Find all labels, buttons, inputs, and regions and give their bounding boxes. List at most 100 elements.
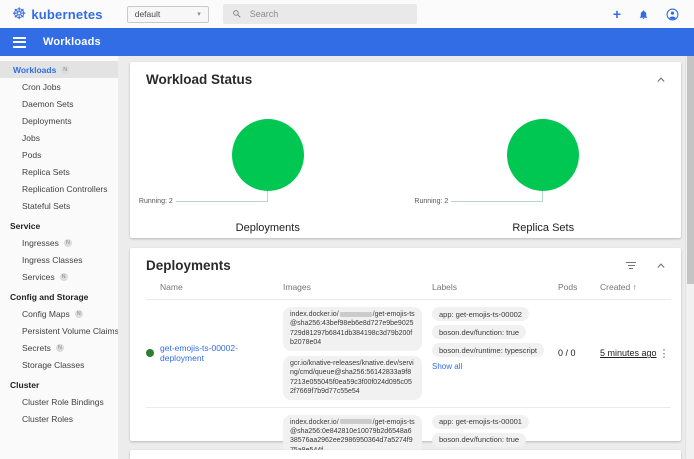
- column-header-created[interactable]: Created ↑: [600, 282, 637, 292]
- legend-callout-line: [451, 191, 544, 202]
- label-chip: app: get-emojis-ts-00002: [432, 307, 529, 321]
- sidebar-item-services[interactable]: Services N: [0, 268, 118, 285]
- workload-status-card: Workload Status Running: 2 Deployments: [130, 62, 681, 238]
- sidebar-item-deployments[interactable]: Deployments: [0, 112, 118, 129]
- sidebar-item-secrets[interactable]: Secrets N: [0, 339, 118, 356]
- sidebar-item-label: Persistent Volume Claims: [22, 325, 119, 336]
- search-input[interactable]: Search: [222, 4, 417, 24]
- label-chip: boson.dev/function: true: [432, 432, 527, 447]
- sidebar-item-cluster-role-bindings[interactable]: Cluster Role Bindings: [0, 393, 118, 410]
- top-actions: +: [613, 7, 679, 21]
- page-title: Workloads: [43, 36, 101, 48]
- sidebar-item-cron-jobs[interactable]: Cron Jobs: [0, 78, 118, 95]
- image-chip: index.docker.io//get-emojis-ts@sha256:43…: [283, 307, 422, 351]
- kubernetes-logo[interactable]: ☸ kubernetes: [12, 6, 103, 22]
- vertical-scrollbar[interactable]: [685, 56, 694, 459]
- pie-legend: Running: 2: [414, 198, 449, 205]
- row-overflow-menu-icon[interactable]: ⋮: [658, 347, 670, 360]
- table-header-row: Name Images Labels Pods Created ↑: [146, 275, 671, 299]
- created-timestamp: 5 minutes ago: [600, 348, 657, 359]
- table-row: get-emojis-ts-00002-deployment index.doc…: [146, 299, 671, 407]
- create-resource-button[interactable]: +: [612, 6, 621, 22]
- sidebar-item-label: Ingress Classes: [22, 254, 83, 265]
- sidebar-item-label: Pods: [22, 149, 42, 160]
- workload-status-title: Workload Status: [146, 72, 253, 87]
- sidebar-item-label: Stateful Sets: [22, 200, 71, 211]
- sidebar-item-label: Replication Controllers: [22, 183, 108, 194]
- column-header-pods[interactable]: Pods: [558, 282, 578, 292]
- sidebar-item-replica-sets[interactable]: Replica Sets: [0, 163, 118, 180]
- column-header-name[interactable]: Name: [160, 282, 183, 292]
- sidebar-item-ingresses[interactable]: Ingresses N: [0, 234, 118, 251]
- sidebar-nav: Workloads N Cron Jobs Daemon Sets Deploy…: [0, 56, 128, 459]
- sidebar-item-label: Storage Classes: [22, 359, 85, 370]
- user-profile-icon[interactable]: [666, 8, 679, 21]
- sidebar-item-config-maps[interactable]: Config Maps N: [0, 305, 118, 322]
- deployment-name-link[interactable]: get-emojis-ts-00002-deployment: [160, 343, 238, 364]
- sidebar-item-label: Cron Jobs: [22, 81, 61, 92]
- namespaced-badge: N: [55, 343, 64, 352]
- sidebar-item-daemon-sets[interactable]: Daemon Sets: [0, 95, 118, 112]
- sidebar-item-label: Cluster Role Bindings: [22, 396, 104, 407]
- notifications-bell-icon[interactable]: [638, 9, 649, 20]
- sidebar-item-stateful-sets[interactable]: Stateful Sets: [0, 197, 118, 214]
- show-all-link[interactable]: Show all: [432, 362, 463, 371]
- menu-hamburger-icon[interactable]: [13, 36, 26, 48]
- sidebar-item-pods[interactable]: Pods: [0, 146, 118, 163]
- column-header-labels[interactable]: Labels: [432, 282, 458, 292]
- namespaced-badge: N: [63, 238, 72, 247]
- sidebar-item-workloads[interactable]: Workloads N: [0, 61, 118, 78]
- sidebar-item-label: Replica Sets: [22, 166, 70, 177]
- search-placeholder: Search: [249, 9, 279, 19]
- workload-status-charts: Running: 2 Deployments Running: 2 Replic…: [130, 111, 681, 234]
- sidebar-item-label: Deployments: [22, 115, 72, 126]
- namespace-value: default: [134, 9, 161, 19]
- pie-chart-title: Replica Sets: [512, 222, 575, 234]
- label-chip: app: get-emojis-ts-00001: [432, 414, 529, 429]
- redacted-text: [339, 419, 372, 425]
- sidebar-item-label: Ingresses: [22, 237, 59, 248]
- sidebar-item-label: Cluster Roles: [22, 413, 74, 424]
- sidebar-section-config-and-storage: Config and Storage: [10, 291, 89, 302]
- scrollbar-thumb[interactable]: [687, 56, 694, 284]
- labels-cell: app: get-emojis-ts-00002 boson.dev/funct…: [432, 307, 558, 371]
- sort-arrow-up-icon: ↑: [632, 282, 637, 292]
- label-chip: boson.dev/function: true: [432, 325, 527, 339]
- images-cell: index.docker.io//get-emojis-ts@sha256:43…: [283, 307, 432, 400]
- sidebar-item-label: Secrets: [22, 342, 51, 353]
- page-toolbar: Workloads: [0, 28, 694, 56]
- sidebar-item-cluster-roles[interactable]: Cluster Roles: [0, 410, 118, 427]
- sidebar-section-cluster: Cluster: [10, 379, 40, 390]
- dropdown-caret-icon: ▾: [197, 11, 201, 18]
- sidebar-item-replication-controllers[interactable]: Replication Controllers: [0, 180, 118, 197]
- namespaced-badge: N: [74, 309, 83, 318]
- brand-text: kubernetes: [31, 6, 103, 22]
- pie-slice-running: [507, 119, 580, 191]
- pie-legend: Running: 2: [138, 198, 173, 205]
- replica-sets-pie-chart: Running: 2 Replica Sets: [406, 111, 682, 234]
- deployments-title: Deployments: [146, 258, 231, 273]
- filter-icon[interactable]: [626, 261, 636, 270]
- pie-chart-title: Deployments: [235, 222, 300, 234]
- sidebar-item-jobs[interactable]: Jobs: [0, 129, 118, 146]
- legend-callout-line: [175, 191, 268, 202]
- collapse-chevron-icon[interactable]: [657, 77, 665, 82]
- sidebar-item-ingress-classes[interactable]: Ingress Classes: [0, 251, 118, 268]
- collapse-chevron-icon[interactable]: [657, 263, 665, 268]
- sidebar-item-label: Daemon Sets: [22, 98, 74, 109]
- deployments-card: Deployments Name Images Labels Pods Crea…: [130, 248, 681, 459]
- namespace-select[interactable]: default ▾: [126, 5, 209, 23]
- sidebar-item-label: Config Maps: [22, 308, 70, 319]
- sidebar-section-service: Service: [10, 220, 41, 231]
- sidebar-item-label: Services: [22, 271, 55, 282]
- sidebar-item-persistent-volume-claims[interactable]: Persistent Volume Claims N: [0, 322, 128, 339]
- pie-slice-running: [231, 119, 304, 191]
- running-status-icon: [146, 349, 154, 358]
- sidebar-item-label: Jobs: [22, 132, 40, 143]
- search-icon: [232, 9, 242, 19]
- sidebar-item-storage-classes[interactable]: Storage Classes: [0, 356, 118, 373]
- image-chip: gcr.io/knative-releases/knative.dev/serv…: [283, 355, 422, 400]
- main-content: Workload Status Running: 2 Deployments: [118, 56, 686, 459]
- column-header-images[interactable]: Images: [283, 282, 311, 292]
